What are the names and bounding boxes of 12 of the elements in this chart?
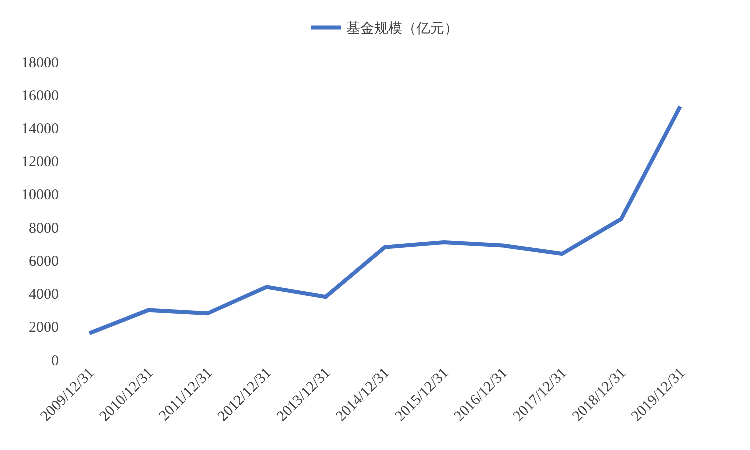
y-tick-label: 10000 <box>22 188 59 204</box>
y-tick-label: 0 <box>52 353 59 370</box>
y-tick-label: 6000 <box>29 254 59 270</box>
y-tick-label: 18000 <box>22 55 59 72</box>
y-tick-label: 2000 <box>29 320 59 336</box>
line-series <box>88 104 682 336</box>
y-tick-label: 4000 <box>29 287 59 304</box>
y-tick-label: 8000 <box>29 220 59 237</box>
y-tick-label: 14000 <box>22 121 59 138</box>
y-tick-label: 16000 <box>22 88 59 104</box>
legend-label: 基金规模（亿元） <box>346 21 458 38</box>
y-tick-label: 12000 <box>22 154 59 171</box>
